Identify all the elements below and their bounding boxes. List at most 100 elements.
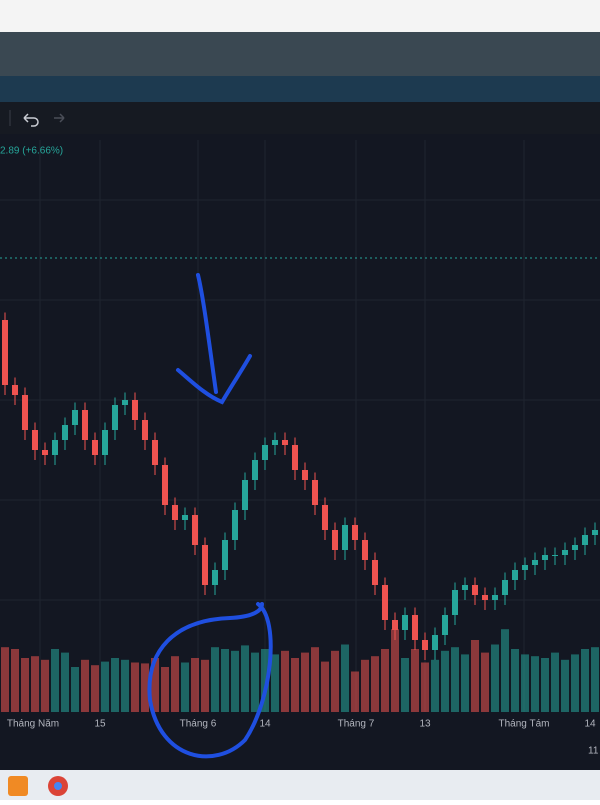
volume-bar — [251, 652, 259, 712]
candle-body — [142, 420, 148, 440]
volume-bar — [561, 659, 569, 712]
candle-body — [512, 570, 518, 580]
x-tick-label: Tháng Tám — [499, 719, 550, 730]
candle-body — [92, 440, 98, 455]
candle-body — [462, 585, 468, 590]
volume-bar — [401, 658, 409, 712]
volume-bar — [491, 644, 499, 712]
x-tick-label: 15 — [94, 719, 106, 730]
hand-drawn-arrow — [176, 273, 252, 405]
candle-body — [62, 425, 68, 440]
volume-bar — [541, 658, 549, 712]
volume-bar — [131, 662, 139, 712]
volume-bar — [361, 659, 369, 712]
volume-bar — [121, 659, 129, 712]
candle-body — [432, 635, 438, 650]
grid — [0, 140, 600, 712]
candle-body — [282, 440, 288, 445]
candle-body — [382, 585, 388, 620]
candle-body — [202, 545, 208, 585]
candle-body — [162, 465, 168, 505]
volume-bar — [161, 667, 169, 712]
x-tick-label: 14 — [584, 719, 596, 730]
tab-bar — [0, 76, 600, 102]
volume-bar — [411, 649, 419, 712]
volume-bar — [151, 658, 159, 712]
candle-body — [172, 505, 178, 520]
volume-bar — [471, 640, 479, 712]
volume-bar — [301, 652, 309, 712]
volume-bar — [501, 629, 509, 712]
candle-body — [292, 445, 298, 470]
volume-bar — [261, 649, 269, 712]
candle-body — [322, 505, 328, 530]
candle-body — [562, 550, 568, 555]
volume-bar — [371, 656, 379, 712]
candle-body — [352, 525, 358, 540]
window-header — [0, 32, 600, 76]
price-change: 2.89 (+6.66%) — [0, 146, 63, 157]
time-label: 11 — [588, 746, 599, 757]
undo-button[interactable] — [23, 113, 39, 127]
candle-body — [592, 530, 598, 535]
candle-body — [212, 570, 218, 585]
candle-body — [102, 430, 108, 455]
candle-body — [52, 440, 58, 455]
candle-body — [252, 460, 258, 480]
volume-bar — [451, 647, 459, 712]
candle-body — [232, 510, 238, 540]
candle-body — [492, 595, 498, 600]
candle-body — [132, 400, 138, 420]
candle-body — [182, 515, 188, 520]
volume-bar — [101, 661, 109, 712]
volume-bar — [91, 665, 99, 712]
volume-bar — [11, 649, 19, 712]
browser-icon-center — [54, 782, 62, 790]
volume-bar — [61, 652, 69, 712]
candle-body — [522, 565, 528, 570]
candle-body — [2, 320, 8, 385]
volume-bar — [1, 647, 9, 712]
volume-bar — [571, 654, 579, 712]
volume-bar — [211, 647, 219, 712]
candle-body — [82, 410, 88, 440]
candle-body — [362, 540, 368, 560]
candle-body — [32, 430, 38, 450]
candle-body — [122, 400, 128, 405]
candle-body — [22, 395, 28, 430]
x-tick-label: Tháng Năm — [7, 719, 59, 730]
volume-bar — [111, 658, 119, 712]
volume-bar — [71, 667, 79, 712]
volume-bar — [481, 652, 489, 712]
volume-bar — [41, 659, 49, 712]
redo-button[interactable] — [54, 113, 65, 123]
volume-bar — [221, 649, 229, 712]
volume-bar — [141, 663, 149, 712]
candle-body — [12, 385, 18, 395]
volume-bar — [421, 662, 429, 712]
candle-body — [302, 470, 308, 480]
candle-body — [412, 615, 418, 640]
toolbar — [0, 102, 600, 134]
volume-bar — [331, 650, 339, 712]
volume-bar — [241, 645, 249, 712]
x-tick-label: Tháng 6 — [180, 719, 217, 730]
volume-bar — [181, 662, 189, 712]
candle-body — [72, 410, 78, 425]
volume-bar — [21, 658, 29, 712]
volume-bar — [531, 656, 539, 712]
volume-bar — [171, 656, 179, 712]
candle-body — [582, 535, 588, 545]
volume-bar — [81, 659, 89, 712]
volume-bar — [31, 656, 39, 712]
candle-body — [532, 560, 538, 565]
volume-bar — [391, 629, 399, 712]
volume-bar — [321, 661, 329, 712]
app-icon[interactable] — [8, 776, 28, 796]
volume-bar — [551, 652, 559, 712]
candle-body — [242, 480, 248, 510]
hand-drawn-circle — [147, 602, 273, 759]
volume-bar — [291, 658, 299, 712]
chart-area — [0, 134, 600, 770]
